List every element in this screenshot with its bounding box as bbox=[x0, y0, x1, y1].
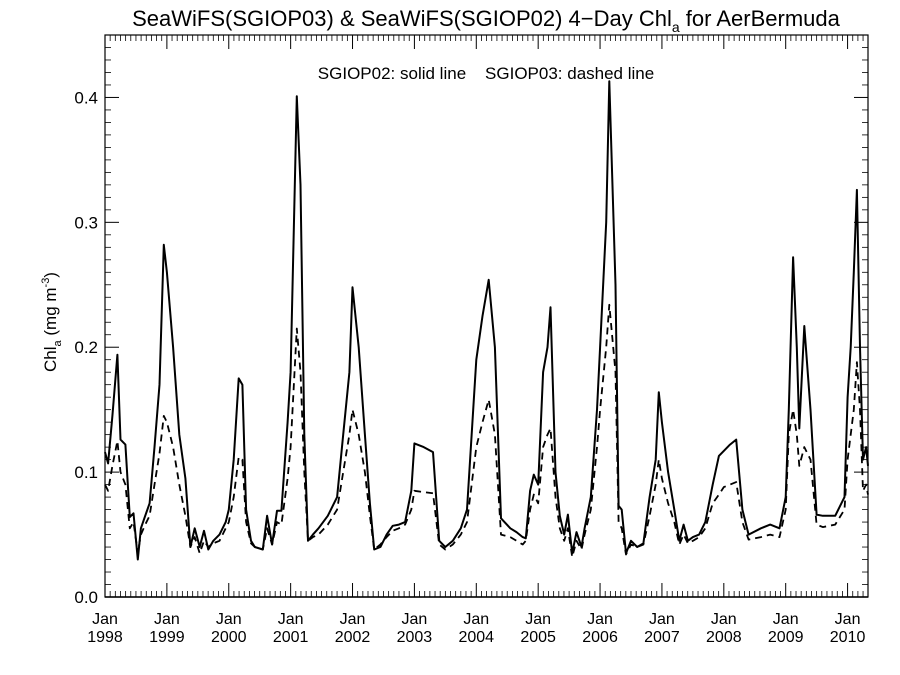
y-tick-label: 0.0 bbox=[74, 588, 98, 607]
y-axis-label: Chla (mg m-3) bbox=[40, 272, 64, 372]
plot-border bbox=[104, 34, 869, 598]
chart-title: SeaWiFS(SGIOP03) & SeaWiFS(SGIOP02) 4−Da… bbox=[132, 6, 841, 35]
series-line-sgiop02 bbox=[104, 80, 869, 561]
y-axis-label-base: Chl bbox=[41, 346, 60, 372]
series-layer bbox=[104, 80, 869, 561]
y-tick-label: 0.1 bbox=[74, 463, 98, 482]
x-tick-label-month: Jan bbox=[587, 611, 613, 628]
x-tick-label-year: 2008 bbox=[706, 629, 742, 646]
y-tick-label: 0.4 bbox=[74, 88, 98, 107]
axis-tick-labels: 0.00.10.20.30.4Jan1998Jan1999Jan2000Jan2… bbox=[74, 88, 865, 646]
x-tick-label-year: 2009 bbox=[768, 629, 804, 646]
y-tick-label: 0.2 bbox=[74, 338, 98, 357]
x-tick-label-year: 1998 bbox=[87, 629, 123, 646]
x-tick-label-month: Jan bbox=[463, 611, 489, 628]
x-tick-label-year: 2010 bbox=[830, 629, 866, 646]
x-tick-label-month: Jan bbox=[711, 611, 737, 628]
x-tick-label-month: Jan bbox=[216, 611, 242, 628]
y-axis-label-unit: (mg m bbox=[41, 287, 60, 340]
series-line-sgiop03 bbox=[104, 303, 869, 558]
legend-annotation: SGIOP02: solid line SGIOP03: dashed line bbox=[318, 64, 654, 83]
x-tick-label-month: Jan bbox=[402, 611, 428, 628]
chart-title-main: SeaWiFS(SGIOP03) & SeaWiFS(SGIOP02) 4−Da… bbox=[132, 6, 672, 31]
y-tick-label: 0.3 bbox=[74, 213, 98, 232]
x-tick-label-month: Jan bbox=[92, 611, 118, 628]
x-tick-label-year: 2006 bbox=[582, 629, 618, 646]
axis-ticks bbox=[104, 34, 868, 598]
x-tick-label-year: 2007 bbox=[644, 629, 680, 646]
x-tick-label-month: Jan bbox=[278, 611, 304, 628]
x-tick-label-year: 2004 bbox=[458, 629, 494, 646]
x-tick-label-month: Jan bbox=[773, 611, 799, 628]
x-tick-label-year: 2003 bbox=[397, 629, 433, 646]
x-tick-label-year: 2000 bbox=[211, 629, 247, 646]
x-tick-label-month: Jan bbox=[340, 611, 366, 628]
y-axis-label-close: ) bbox=[41, 272, 60, 278]
x-tick-label-month: Jan bbox=[154, 611, 180, 628]
plot-frame bbox=[104, 34, 869, 598]
x-tick-label-year: 2005 bbox=[520, 629, 556, 646]
chart-title-subscript: a bbox=[672, 19, 680, 35]
x-tick-label-year: 2002 bbox=[335, 629, 371, 646]
y-axis-label-superscript: -3 bbox=[40, 278, 52, 288]
x-tick-label-month: Jan bbox=[525, 611, 551, 628]
y-axis-label-subscript: a bbox=[52, 339, 64, 346]
x-tick-label-year: 1999 bbox=[149, 629, 185, 646]
chart-title-tail: for AerBermuda bbox=[680, 6, 841, 31]
x-tick-label-year: 2001 bbox=[273, 629, 309, 646]
x-tick-label-month: Jan bbox=[649, 611, 675, 628]
x-tick-label-month: Jan bbox=[835, 611, 861, 628]
